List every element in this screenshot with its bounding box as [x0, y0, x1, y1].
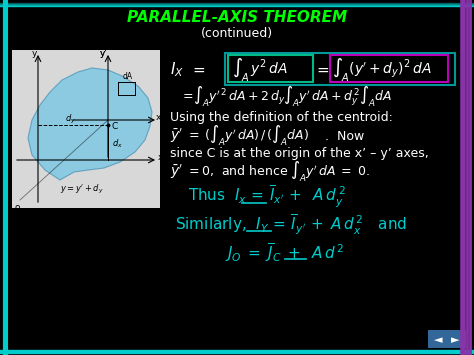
Polygon shape — [28, 68, 152, 180]
Text: $y = y' + d_y$: $y = y' + d_y$ — [60, 184, 104, 197]
Text: $\bar{y}'$: $\bar{y}'$ — [170, 127, 183, 145]
Text: $\int_A\, y^2\, dA$: $\int_A\, y^2\, dA$ — [232, 56, 288, 83]
Text: ►: ► — [451, 335, 459, 345]
Text: $I_X$: $I_X$ — [170, 61, 184, 80]
Text: $=\!\int_A y'^{\,2}\, dA + 2\, d_y \int_A y'\, dA + d_y^{\,2} \int_A dA$: $=\!\int_A y'^{\,2}\, dA + 2\, d_y \int_… — [180, 84, 392, 109]
Text: x': x' — [156, 114, 164, 122]
Text: Using the definition of the centroid:: Using the definition of the centroid: — [170, 110, 393, 124]
Text: since C is at the origin of the x’ – y’ axes,: since C is at the origin of the x’ – y’ … — [170, 147, 429, 160]
Text: $d_x$: $d_x$ — [112, 138, 123, 151]
Bar — [12, 50, 160, 208]
Bar — [228, 55, 313, 82]
Text: C: C — [112, 122, 118, 131]
Text: $= \;(\int_A y'\, dA)\, /\, (\int_A dA)$: $= \;(\int_A y'\, dA)\, /\, (\int_A dA)$ — [186, 124, 309, 148]
Text: PARALLEL-AXIS THEOREM: PARALLEL-AXIS THEOREM — [127, 11, 347, 26]
Bar — [330, 55, 448, 82]
Text: $\bar{y}'$: $\bar{y}'$ — [170, 163, 183, 181]
Bar — [225, 53, 455, 85]
Text: o: o — [14, 202, 20, 212]
Text: x: x — [157, 153, 163, 163]
Text: =: = — [316, 62, 329, 77]
Text: .  Now: . Now — [325, 130, 364, 142]
Text: Similarly,  $I_Y\, =\, \overline{I}_{y'}\, +\; A\,d_x^{\,2}$   and: Similarly, $I_Y\, =\, \overline{I}_{y'}\… — [175, 213, 407, 237]
Text: (continued): (continued) — [201, 27, 273, 40]
Text: y: y — [31, 49, 36, 58]
Text: y': y' — [100, 49, 108, 58]
Text: =: = — [192, 62, 205, 77]
Bar — [428, 330, 466, 348]
Text: ◄: ◄ — [434, 335, 442, 345]
Text: $d_y$: $d_y$ — [65, 113, 76, 126]
Text: Thus  $I_x\, =\, \overline{I}_{x'}\, +\;\;  A\,d_y^{\,2}$: Thus $I_x\, =\, \overline{I}_{x'}\, +\;\… — [188, 184, 346, 210]
Text: $\int_A (y' + d_y)^2\, dA$: $\int_A (y' + d_y)^2\, dA$ — [332, 56, 432, 83]
Text: y': y' — [100, 49, 108, 58]
Text: dA: dA — [123, 72, 133, 81]
Text: $J_O\; =\; \overline{J}_C\; +\;\; A\,d^{\,2}$: $J_O\; =\; \overline{J}_C\; +\;\; A\,d^{… — [225, 241, 345, 264]
Text: $= 0$,  and hence $\int_A y'\, dA\; = \;0$.: $= 0$, and hence $\int_A y'\, dA\; = \;0… — [186, 160, 370, 184]
